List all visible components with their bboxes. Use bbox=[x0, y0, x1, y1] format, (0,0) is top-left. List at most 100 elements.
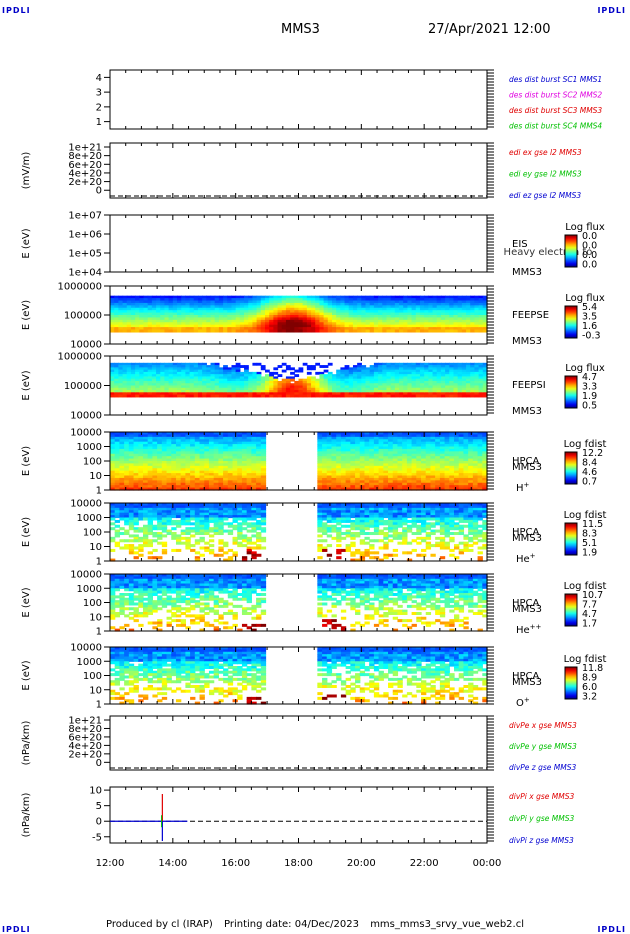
colorbar-tick-label: 0.0 bbox=[582, 231, 597, 242]
x-tick-label: 00:00 bbox=[473, 858, 502, 869]
spacecraft-label: MMS3 bbox=[512, 336, 542, 347]
colorbar-tick-label: 3.2 bbox=[582, 692, 597, 703]
instrument-label: FEEPSE bbox=[512, 310, 549, 321]
y-tick-label: 4e+20 bbox=[68, 168, 102, 179]
x-tick-label: 20:00 bbox=[347, 858, 376, 869]
y-tick-label: 0 bbox=[96, 758, 102, 769]
species-label: He++ bbox=[516, 623, 542, 636]
colorbar-tick-label: 12.2 bbox=[582, 448, 603, 459]
y-tick-label: 10000 bbox=[70, 570, 102, 581]
y-tick-label: 4 bbox=[96, 73, 102, 84]
colorbar-tick-label: 0.0 bbox=[582, 250, 597, 261]
y-axis-label: E (eV) bbox=[21, 517, 32, 547]
spacecraft-label: MMS3 bbox=[512, 604, 542, 615]
colorbar-tick-label: 1.9 bbox=[582, 548, 597, 559]
x-tick-label: 18:00 bbox=[284, 858, 313, 869]
instrument-label: HPCA bbox=[512, 527, 540, 538]
y-tick-label: 10000 bbox=[70, 499, 102, 510]
colorbar bbox=[564, 305, 578, 339]
colorbar bbox=[564, 375, 578, 409]
spacecraft-label: MMS3 bbox=[512, 406, 542, 417]
y-tick-label: 1000 bbox=[77, 657, 102, 668]
y-tick-label: 10000 bbox=[70, 340, 102, 351]
y-tick-label: 1e+06 bbox=[68, 230, 102, 241]
y-axis-label: (nPa/km) bbox=[21, 793, 32, 838]
footer-file: mms_mms3_srvy_vue_web2.cl bbox=[370, 919, 524, 930]
colorbar-tick-label: 8.4 bbox=[582, 458, 597, 469]
colorbar-tick-label: 3.5 bbox=[582, 312, 597, 323]
y-tick-label: 1 bbox=[96, 627, 102, 638]
y-tick-label: 8e+20 bbox=[68, 151, 102, 162]
y-tick-label: 6e+20 bbox=[68, 160, 102, 171]
legend-entry: divPi z gse MMS3 bbox=[509, 836, 574, 845]
spacecraft-label: MMS3 bbox=[512, 462, 542, 473]
y-tick-label: 100 bbox=[83, 457, 102, 468]
y-axis-label: (mV/m) bbox=[21, 152, 32, 190]
footer-printing-date: Printing date: 04/Dec/2023 bbox=[223, 919, 359, 930]
colorbar-tick-label: 11.5 bbox=[582, 519, 603, 530]
y-tick-label: 2e+20 bbox=[68, 749, 102, 760]
y-tick-label: 1000000 bbox=[57, 352, 102, 363]
colorbar-tick-label: 5.4 bbox=[582, 302, 597, 313]
y-tick-label: 1e+04 bbox=[68, 268, 102, 279]
page-title: MMS3 bbox=[281, 22, 320, 37]
colorbar-title: Log flux bbox=[565, 363, 605, 374]
feepsi-spectrogram bbox=[110, 362, 488, 398]
y-axis-label: E (eV) bbox=[21, 660, 32, 690]
panel-frame bbox=[109, 69, 488, 130]
colorbar-tick-label: 3.3 bbox=[582, 382, 597, 393]
x-tick-label: 16:00 bbox=[221, 858, 250, 869]
y-tick-label: 0 bbox=[96, 186, 102, 197]
y-tick-label: 5 bbox=[96, 801, 102, 812]
legend-entry: divPe x gse MMS3 bbox=[509, 721, 577, 730]
colorbar-tick-label: 1.7 bbox=[582, 619, 597, 630]
hpca-h-spectrogram bbox=[110, 432, 488, 491]
legend-entry: edi ez gse l2 MMS3 bbox=[509, 191, 581, 200]
colorbar-tick-label: 8.9 bbox=[582, 673, 597, 684]
y-tick-label: 100 bbox=[83, 528, 102, 539]
y-tick-label: 1e+07 bbox=[68, 211, 102, 222]
y-tick-label: 2 bbox=[96, 102, 102, 113]
y-tick-label: 10 bbox=[89, 786, 102, 797]
hpca-hepp-spectrogram bbox=[110, 574, 488, 632]
colorbar-tick-label: 6.0 bbox=[582, 682, 597, 693]
colorbar-tick-label: 1.9 bbox=[582, 391, 597, 402]
y-tick-label: 10000 bbox=[70, 643, 102, 654]
y-tick-label: 1e+21 bbox=[68, 143, 102, 154]
y-tick-label: 100000 bbox=[64, 381, 102, 392]
mms-summary-figure: 1 2 3 4 des dist burst SC1 MMS1 des dist burs… bbox=[21, 69, 607, 869]
y-axis-label: E (eV) bbox=[21, 300, 32, 330]
footer-produced: Produced by cl (IRAP) bbox=[106, 919, 213, 930]
legend-entry: divPi x gse MMS3 bbox=[509, 792, 574, 801]
colorbar-tick-label: 0.0 bbox=[582, 260, 597, 271]
legend-entry: des dist burst SC3 MMS3 bbox=[509, 106, 602, 115]
y-tick-label: 1 bbox=[96, 557, 102, 568]
legend-entry: edi ey gse l2 MMS3 bbox=[509, 170, 582, 179]
overlay-text: Heavy electron to bbox=[504, 247, 593, 258]
colorbar-tick-label: 0.5 bbox=[582, 401, 597, 412]
y-tick-label: 10 bbox=[89, 542, 102, 553]
species-label: He+ bbox=[516, 552, 536, 565]
y-axis-label: E (eV) bbox=[21, 370, 32, 400]
y-tick-label: 2e+20 bbox=[68, 177, 102, 188]
y-tick-label: 8e+20 bbox=[68, 724, 102, 735]
instrument-label: HPCA bbox=[512, 456, 540, 467]
y-tick-label: 100 bbox=[83, 671, 102, 682]
colorbar-title: Log fdist bbox=[564, 654, 607, 665]
y-tick-label: 1000 bbox=[77, 584, 102, 595]
corner-label-tr: IPDLI bbox=[597, 6, 626, 15]
colorbar-tick-label: 10.7 bbox=[582, 590, 603, 601]
legend-entry: des dist burst SC4 MMS4 bbox=[509, 122, 602, 131]
y-axis-label: (nPa/km) bbox=[21, 721, 32, 766]
colorbar bbox=[564, 234, 578, 268]
header-datetime: 27/Apr/2021 12:00 bbox=[428, 22, 551, 37]
y-tick-label: 100 bbox=[83, 598, 102, 609]
legend-entry: des dist burst SC1 MMS1 bbox=[509, 75, 602, 84]
colorbar-tick-label: 4.7 bbox=[582, 372, 597, 383]
colorbar-tick-label: 7.7 bbox=[582, 600, 597, 611]
colorbar-title: Log flux bbox=[565, 222, 605, 233]
legend-entry: divPi y gse MMS3 bbox=[509, 814, 574, 823]
legend-entry: des dist burst SC2 MMS2 bbox=[509, 91, 602, 100]
y-tick-label: 10 bbox=[89, 612, 102, 623]
y-tick-label: 1e+05 bbox=[68, 249, 102, 260]
